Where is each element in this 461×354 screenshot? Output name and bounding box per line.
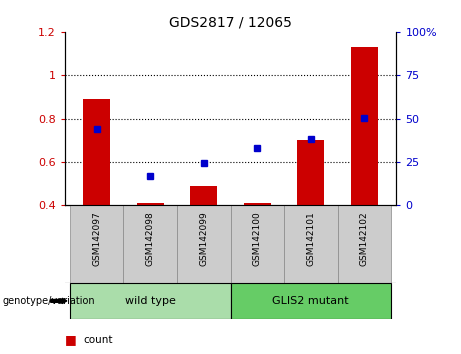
Bar <box>70 283 230 319</box>
Text: GSM142102: GSM142102 <box>360 212 369 266</box>
Text: GSM142100: GSM142100 <box>253 212 262 266</box>
Text: wild type: wild type <box>125 296 176 306</box>
Title: GDS2817 / 12065: GDS2817 / 12065 <box>169 15 292 29</box>
Bar <box>337 205 391 283</box>
Bar <box>230 283 391 319</box>
Bar <box>124 205 177 283</box>
Bar <box>244 203 271 205</box>
Text: genotype/variation: genotype/variation <box>2 296 95 306</box>
Bar <box>137 203 164 205</box>
Bar <box>284 205 337 283</box>
Bar <box>70 205 124 283</box>
Bar <box>83 99 110 205</box>
Text: GSM142097: GSM142097 <box>92 212 101 266</box>
Text: GLIS2 mutant: GLIS2 mutant <box>272 296 349 306</box>
Text: GSM142101: GSM142101 <box>306 212 315 266</box>
Text: GSM142098: GSM142098 <box>146 212 155 266</box>
Bar <box>297 140 324 205</box>
Bar <box>230 205 284 283</box>
Bar <box>351 47 378 205</box>
Text: ■: ■ <box>65 333 76 346</box>
Bar <box>177 205 230 283</box>
Text: count: count <box>83 335 112 345</box>
Bar <box>190 186 217 205</box>
Text: GSM142099: GSM142099 <box>199 212 208 266</box>
